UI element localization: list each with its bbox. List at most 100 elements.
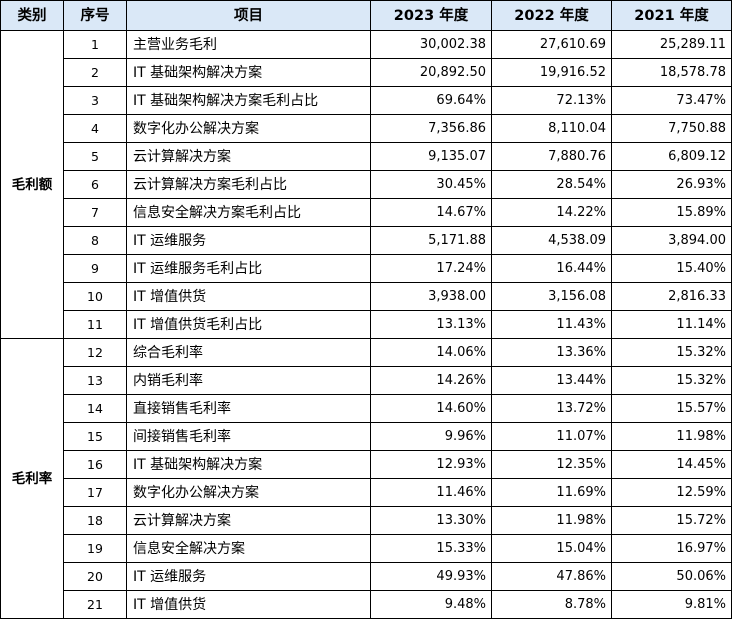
header-2021: 2021 年度 bbox=[611, 0, 732, 31]
header-2023: 2023 年度 bbox=[370, 0, 492, 31]
value-2022-cell: 13.44% bbox=[491, 366, 612, 395]
seq-cell: 13 bbox=[63, 366, 127, 395]
item-cell: 综合毛利率 bbox=[126, 338, 371, 367]
seq-cell: 9 bbox=[63, 254, 127, 283]
table-row: 3 IT 基础架构解决方案毛利占比 69.64% 72.13% 73.47% bbox=[1, 86, 732, 115]
value-2023-cell: 5,171.88 bbox=[370, 226, 492, 255]
item-cell: 信息安全解决方案毛利占比 bbox=[126, 198, 371, 227]
value-2022-cell: 11.98% bbox=[491, 506, 612, 535]
table-row: 毛利率 12 综合毛利率 14.06% 13.36% 15.32% bbox=[0, 338, 732, 619]
item-cell: 内销毛利率 bbox=[126, 366, 371, 395]
value-2022-cell: 8.78% bbox=[491, 590, 612, 619]
seq-cell: 17 bbox=[63, 478, 127, 507]
value-2022-cell: 13.36% bbox=[491, 338, 612, 367]
item-cell: IT 增值供货 bbox=[126, 590, 371, 619]
table-row: 2 IT 基础架构解决方案 20,892.50 19,916.52 18,578.78 bbox=[1, 58, 732, 87]
value-2023-cell: 9,135.07 bbox=[370, 142, 492, 171]
item-cell: IT 基础架构解决方案 bbox=[126, 450, 371, 479]
seq-cell: 7 bbox=[63, 198, 127, 227]
seq-cell: 18 bbox=[63, 506, 127, 535]
value-2021-cell: 15.40% bbox=[611, 254, 732, 283]
value-2021-cell: 2,816.33 bbox=[611, 282, 732, 311]
item-cell: 主营业务毛利 bbox=[126, 30, 371, 59]
value-2023-cell: 12.93% bbox=[370, 450, 492, 479]
table-row: 20 IT 运维服务 49.93% 47.86% 50.06% bbox=[1, 562, 732, 591]
table-row: 19 信息安全解决方案 15.33% 15.04% 16.97% bbox=[1, 534, 732, 563]
item-cell: IT 增值供货 bbox=[126, 282, 371, 311]
value-2023-cell: 3,938.00 bbox=[370, 282, 492, 311]
item-cell: IT 运维服务 bbox=[126, 562, 371, 591]
value-2021-cell: 3,894.00 bbox=[611, 226, 732, 255]
value-2023-cell: 9.96% bbox=[370, 422, 492, 451]
seq-cell: 15 bbox=[63, 422, 127, 451]
value-2021-cell: 11.14% bbox=[611, 310, 732, 339]
table-row: 14 直接销售毛利率 14.60% 13.72% 15.57% bbox=[1, 394, 732, 423]
item-cell: 数字化办公解决方案 bbox=[126, 114, 371, 143]
value-2022-cell: 72.13% bbox=[491, 86, 612, 115]
value-2021-cell: 15.72% bbox=[611, 506, 732, 535]
value-2023-cell: 49.93% bbox=[370, 562, 492, 591]
item-cell: 数字化办公解决方案 bbox=[126, 478, 371, 507]
table-row: 9 IT 运维服务毛利占比 17.24% 16.44% 15.40% bbox=[1, 254, 732, 283]
value-2021-cell: 18,578.78 bbox=[611, 58, 732, 87]
value-2021-cell: 15.89% bbox=[611, 198, 732, 227]
value-2022-cell: 28.54% bbox=[491, 170, 612, 199]
item-cell: IT 基础架构解决方案毛利占比 bbox=[126, 86, 371, 115]
table-row: 7 信息安全解决方案毛利占比 14.67% 14.22% 15.89% bbox=[1, 198, 732, 227]
item-cell: 直接销售毛利率 bbox=[126, 394, 371, 423]
value-2021-cell: 7,750.88 bbox=[611, 114, 732, 143]
value-2023-cell: 30,002.38 bbox=[370, 30, 492, 59]
value-2023-cell: 13.30% bbox=[370, 506, 492, 535]
table-row: 8 IT 运维服务 5,171.88 4,538.09 3,894.00 bbox=[1, 226, 732, 255]
seq-cell: 1 bbox=[63, 30, 127, 59]
table-row: 11 IT 增值供货毛利占比 13.13% 11.43% 11.14% bbox=[1, 310, 732, 339]
value-2023-cell: 30.45% bbox=[370, 170, 492, 199]
header-2022: 2022 年度 bbox=[491, 0, 612, 31]
item-cell: 信息安全解决方案 bbox=[126, 534, 371, 563]
value-2022-cell: 8,110.04 bbox=[491, 114, 612, 143]
seq-cell: 2 bbox=[63, 58, 127, 87]
table-row: 5 云计算解决方案 9,135.07 7,880.76 6,809.12 bbox=[1, 142, 732, 171]
item-cell: IT 运维服务毛利占比 bbox=[126, 254, 371, 283]
seq-cell: 14 bbox=[63, 394, 127, 423]
value-2021-cell: 14.45% bbox=[611, 450, 732, 479]
value-2023-cell: 9.48% bbox=[370, 590, 492, 619]
value-2021-cell: 26.93% bbox=[611, 170, 732, 199]
item-cell: 云计算解决方案毛利占比 bbox=[126, 170, 371, 199]
table-row: 13 内销毛利率 14.26% 13.44% 15.32% bbox=[1, 366, 732, 395]
value-2021-cell: 15.32% bbox=[611, 338, 732, 367]
value-2022-cell: 7,880.76 bbox=[491, 142, 612, 171]
value-2023-cell: 11.46% bbox=[370, 478, 492, 507]
seq-cell: 8 bbox=[63, 226, 127, 255]
value-2023-cell: 14.60% bbox=[370, 394, 492, 423]
seq-cell: 16 bbox=[63, 450, 127, 479]
seq-cell: 5 bbox=[63, 142, 127, 171]
value-2023-cell: 69.64% bbox=[370, 86, 492, 115]
header-seq: 序号 bbox=[63, 0, 127, 31]
header-row: 类别 序号 项目 2023 年度 2022 年度 2021 年度 bbox=[0, 0, 732, 31]
value-2023-cell: 15.33% bbox=[370, 534, 492, 563]
table-row: 17 数字化办公解决方案 11.46% 11.69% 12.59% bbox=[1, 478, 732, 507]
value-2023-cell: 7,356.86 bbox=[370, 114, 492, 143]
value-2023-cell: 13.13% bbox=[370, 310, 492, 339]
item-cell: 云计算解决方案 bbox=[126, 142, 371, 171]
value-2023-cell: 14.67% bbox=[370, 198, 492, 227]
value-2021-cell: 12.59% bbox=[611, 478, 732, 507]
table-body: 毛利额 1 主营业务毛利 30,002.38 27,610.69 25,289.11 2 IT… bbox=[0, 30, 732, 619]
value-2021-cell: 15.32% bbox=[611, 366, 732, 395]
table-row: 10 IT 增值供货 3,938.00 3,156.08 2,816.33 bbox=[1, 282, 732, 311]
value-2022-cell: 16.44% bbox=[491, 254, 612, 283]
value-2022-cell: 15.04% bbox=[491, 534, 612, 563]
seq-cell: 6 bbox=[63, 170, 127, 199]
value-2021-cell: 15.57% bbox=[611, 394, 732, 423]
value-2023-cell: 14.06% bbox=[370, 338, 492, 367]
value-2021-cell: 25,289.11 bbox=[611, 30, 732, 59]
table-row: 16 IT 基础架构解决方案 12.93% 12.35% 14.45% bbox=[1, 450, 732, 479]
value-2022-cell: 19,916.52 bbox=[491, 58, 612, 87]
value-2022-cell: 11.07% bbox=[491, 422, 612, 451]
seq-cell: 10 bbox=[63, 282, 127, 311]
seq-cell: 11 bbox=[63, 310, 127, 339]
value-2021-cell: 6,809.12 bbox=[611, 142, 732, 171]
table-row: 4 数字化办公解决方案 7,356.86 8,110.04 7,750.88 bbox=[1, 114, 732, 143]
